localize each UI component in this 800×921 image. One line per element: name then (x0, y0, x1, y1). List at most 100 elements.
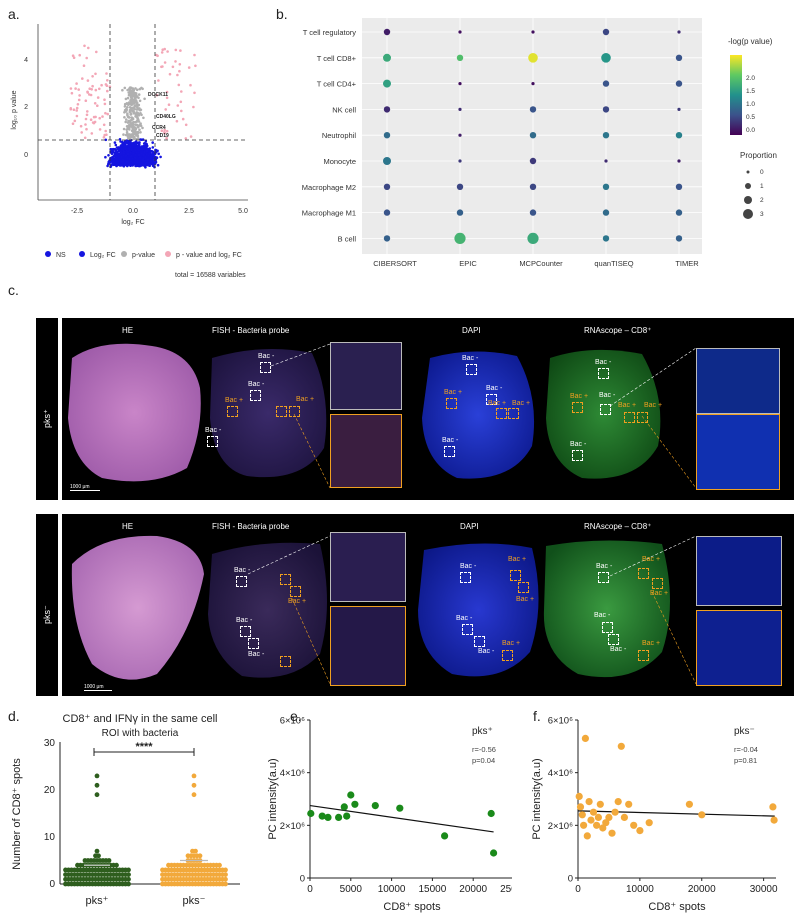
volcano-point-p (136, 137, 140, 140)
volcano-point-ns (147, 154, 150, 157)
roi-label: Bac - (460, 563, 477, 570)
colorbar-tick: 1.0 (746, 101, 755, 108)
x-axis-label: CD8⁺ spots (383, 901, 441, 913)
scatter-point (617, 742, 625, 750)
volcano-point-sig (105, 133, 108, 136)
legend-both: p - value and log₂ FC (176, 252, 242, 259)
dotplot-row-label: Monocyte (323, 157, 356, 166)
volcano-point-ns (149, 150, 153, 153)
volcano-point-sig (71, 54, 75, 57)
volcano-point-ns (151, 152, 154, 156)
volcano-point-ns (116, 160, 120, 163)
volcano-point-sig (174, 60, 177, 63)
y-axis-label: PC intensity(a.u) (531, 758, 543, 839)
volcano-point-sig (165, 96, 169, 100)
scatter-point (585, 798, 593, 806)
volcano-point-p (136, 123, 139, 127)
scatter-point (611, 808, 619, 816)
panel-label-a: a. (8, 6, 20, 22)
x-tick-label: 30000 (750, 884, 778, 895)
volcano-point-sig (75, 106, 79, 110)
volcano-point-ns (117, 156, 121, 159)
volcano-point-sig (176, 73, 179, 77)
roi-box (496, 408, 507, 419)
column-title-dapi: DAPI (462, 326, 481, 335)
volcano-point-p (125, 102, 129, 105)
volcano-point-sig (93, 102, 97, 105)
dotplot-dot (531, 82, 535, 86)
volcano-point-sig (96, 104, 99, 107)
roi-label: Bac - (258, 353, 275, 360)
volcano-point-p (130, 118, 133, 122)
scatter-point (596, 800, 604, 808)
scatter-point (587, 816, 595, 824)
dotplot-dot (456, 54, 464, 61)
volcano-point-p (132, 111, 136, 114)
he-tissue (71, 535, 204, 680)
roi-box (260, 362, 271, 373)
column-title-rnascope: RNAscope – CD8⁺ (584, 326, 652, 335)
volcano-xtick: 5.0 (238, 208, 248, 215)
volcano-point-sig (105, 84, 109, 87)
dotplot-dot (383, 183, 391, 190)
strip-point (223, 872, 228, 877)
volcano-point-p (128, 110, 132, 114)
volcano-point-sig (177, 83, 181, 87)
volcano-point-sig (87, 46, 90, 50)
volcano-point-sig (91, 75, 94, 78)
volcano-point-ns (144, 142, 148, 146)
volcano-point-sig (78, 94, 81, 97)
volcano-point-p (130, 116, 134, 119)
volcano-point-ns (122, 152, 126, 155)
volcano-point-p (122, 127, 126, 131)
y-tick-label: 6×10⁶ (280, 716, 305, 727)
dotplot-row-label: Macrophage M2 (302, 183, 356, 192)
roi-box (290, 586, 301, 597)
strip-point (96, 853, 101, 859)
volcano-point-ns (119, 140, 122, 143)
roi-label: Bac + (444, 389, 463, 396)
volcano-point-p (124, 120, 127, 124)
volcano-point-p (141, 126, 144, 130)
roi-label: Bac - (236, 617, 253, 624)
strip-point (197, 853, 203, 859)
volcano-point-sig (165, 90, 169, 94)
volcano-point-sig (98, 116, 101, 120)
colorbar-title: -log(p value) (728, 37, 773, 46)
size-legend-tick: 1 (760, 183, 764, 190)
dotplot-dot (602, 28, 610, 36)
volcano-point-sig (106, 89, 109, 93)
volcano-point-ns (137, 164, 140, 168)
strip-point (223, 876, 228, 882)
volcano-point-ns (114, 143, 118, 147)
roi-label: Bac + (288, 598, 307, 605)
volcano-point-ns (134, 140, 138, 143)
y-tick-label: 4×10⁶ (548, 768, 573, 779)
volcano-point-p (133, 94, 136, 97)
dotplot-row-label: T cell regulatory (303, 28, 356, 37)
volcano-point-sig (74, 87, 77, 90)
volcano-point-ns (118, 163, 122, 167)
volcano-point-sig (85, 56, 88, 60)
volcano-point-sig (157, 79, 160, 82)
strip-ytick: 10 (44, 832, 56, 843)
volcano-point-p (137, 103, 141, 107)
volcano-point-ns (126, 150, 130, 154)
scatter-point (371, 802, 379, 810)
volcano-point-sig (163, 128, 166, 132)
volcano-point-sig (193, 53, 196, 57)
group-annotation: pks⁺ (472, 726, 493, 737)
volcano-point-sig (75, 82, 78, 85)
volcano-point-sig (178, 69, 181, 73)
y-tick-label: 2×10⁶ (280, 821, 305, 832)
strip-plot: CD8⁺ and IFNγ in the same cell ROI with … (11, 713, 240, 907)
volcano-point-ns (137, 149, 141, 153)
volcano-point-p (131, 121, 135, 125)
scatter-point (602, 819, 610, 827)
roi-box (598, 368, 609, 379)
dotplot-dot (383, 28, 391, 36)
volcano-point-ns (136, 144, 140, 148)
volcano-point-ns (129, 142, 133, 146)
scatter-point (324, 813, 332, 821)
colorbar-tick: 0.5 (746, 114, 755, 121)
